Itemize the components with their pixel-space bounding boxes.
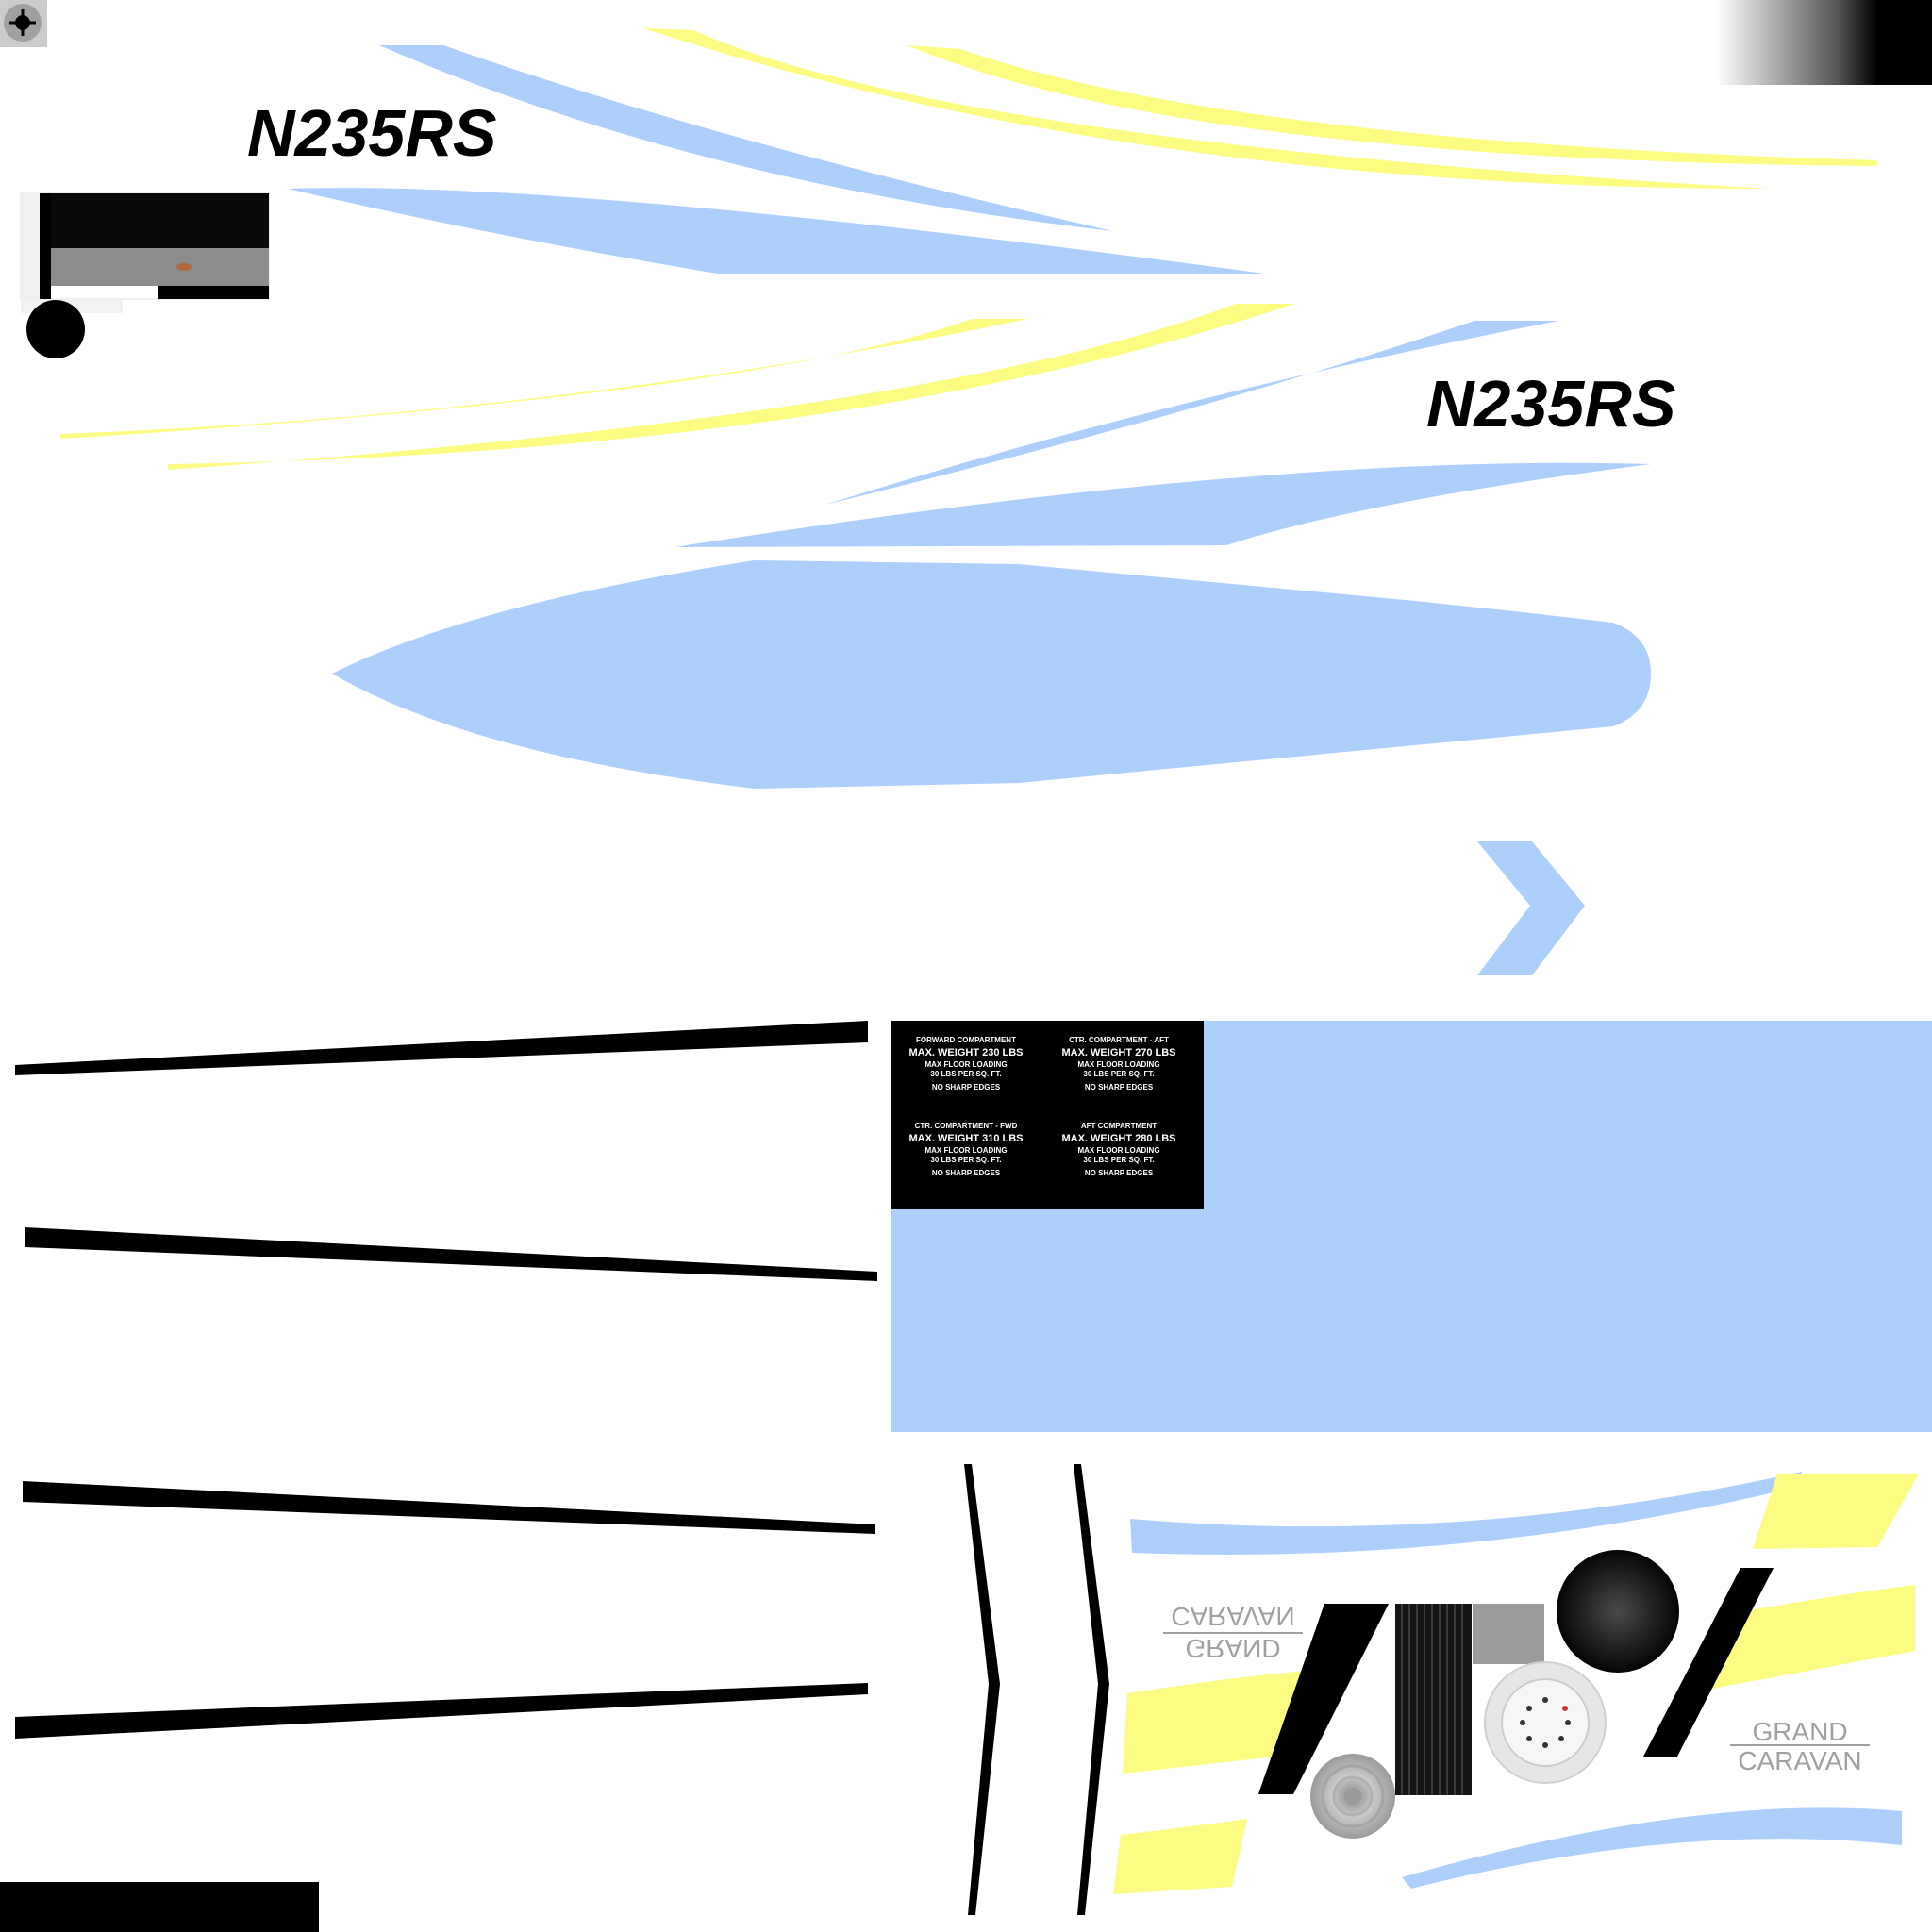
placard-ctr-aft-psf: 30 LBS PER SQ. FT.: [1083, 1070, 1154, 1078]
cargo-placard: FORWARD COMPARTMENT MAX. WEIGHT 230 LBS …: [891, 1021, 1204, 1209]
placard-ctr-aft-title: CTR. COMPARTMENT - AFT: [1069, 1036, 1169, 1044]
black-bar: [964, 1464, 1000, 1915]
gradient-strip: [1717, 0, 1932, 85]
black-bar: [23, 1481, 875, 1534]
chevron-icon: [1477, 841, 1585, 975]
model-badge-mirrored-line1: GRAND: [1185, 1634, 1280, 1663]
corner-marker-icon: [0, 0, 47, 47]
blue-stripe: [1402, 1807, 1902, 1889]
model-badge-mirrored-line2: CARAVAN: [1171, 1602, 1294, 1631]
placard-aft-psf: 30 LBS PER SQ. FT.: [1083, 1156, 1154, 1164]
blue-stripe: [825, 321, 1558, 505]
placard-aft-title: AFT COMPARTMENT: [1081, 1122, 1157, 1130]
placard-ctr-fwd-title: CTR. COMPARTMENT - FWD: [915, 1122, 1018, 1130]
placard-ctr-fwd-edges: NO SHARP EDGES: [932, 1169, 1001, 1177]
black-bar: [0, 1882, 319, 1932]
placard-ctr-fwd-psf: 30 LBS PER SQ. FT.: [930, 1156, 1001, 1164]
placard-ctr-aft-floor: MAX FLOOR LOADING: [1077, 1060, 1159, 1069]
yellow-stripe: [1712, 1585, 1915, 1689]
model-badge-line2: CARAVAN: [1738, 1746, 1861, 1775]
placard-aft-weight: MAX. WEIGHT 280 LBS: [1061, 1133, 1175, 1144]
wheel-hub-icon: [1484, 1661, 1607, 1784]
placard-ctr-fwd-floor: MAX FLOOR LOADING: [924, 1146, 1007, 1155]
yellow-stripe: [168, 304, 1294, 470]
tread-block: [1395, 1604, 1472, 1795]
black-bar: [1258, 1604, 1389, 1794]
placard-forward-psf: 30 LBS PER SQ. FT.: [930, 1070, 1001, 1078]
placard-ctr-aft-edges: NO SHARP EDGES: [1085, 1083, 1154, 1091]
black-bar: [15, 1021, 868, 1075]
blue-stripe: [379, 45, 1113, 231]
lens-icon: [1310, 1754, 1395, 1839]
black-bar: [1643, 1568, 1774, 1757]
black-bar: [1074, 1464, 1109, 1915]
yellow-stripe: [1753, 1474, 1919, 1549]
black-bar: [15, 1683, 868, 1739]
blue-stripe: [1130, 1472, 1802, 1555]
blue-stripe: [288, 188, 1264, 274]
placard-forward-title: FORWARD COMPARTMENT: [916, 1036, 1016, 1044]
black-dot: [26, 300, 85, 358]
model-badge: GRAND CARAVAN: [1730, 1717, 1870, 1775]
model-badge-mirrored: GRAND CARAVAN: [1163, 1602, 1303, 1663]
fuselage-panel: [332, 560, 1651, 789]
black-ball: [1557, 1550, 1679, 1673]
yellow-stripe: [60, 319, 1028, 439]
yellow-stripe: [908, 45, 1877, 166]
placard-forward-floor: MAX FLOOR LOADING: [924, 1060, 1007, 1069]
yellow-stripe: [1123, 1670, 1313, 1774]
yellow-stripe: [1113, 1819, 1247, 1894]
registration-top: N235RS: [247, 96, 497, 170]
placard-forward-edges: NO SHARP EDGES: [932, 1083, 1001, 1091]
detail-block: [20, 192, 270, 313]
black-bar: [25, 1227, 877, 1281]
grey-block: [1473, 1604, 1544, 1664]
placard-forward-weight: MAX. WEIGHT 230 LBS: [908, 1047, 1023, 1058]
placard-ctr-fwd-weight: MAX. WEIGHT 310 LBS: [908, 1133, 1023, 1144]
model-badge-line1: GRAND: [1752, 1717, 1847, 1746]
blue-stripe: [675, 462, 1651, 547]
placard-aft-floor: MAX FLOOR LOADING: [1077, 1146, 1159, 1155]
registration-right: N235RS: [1426, 367, 1676, 441]
placard-aft-edges: NO SHARP EDGES: [1085, 1169, 1154, 1177]
placard-ctr-aft-weight: MAX. WEIGHT 270 LBS: [1061, 1047, 1175, 1058]
